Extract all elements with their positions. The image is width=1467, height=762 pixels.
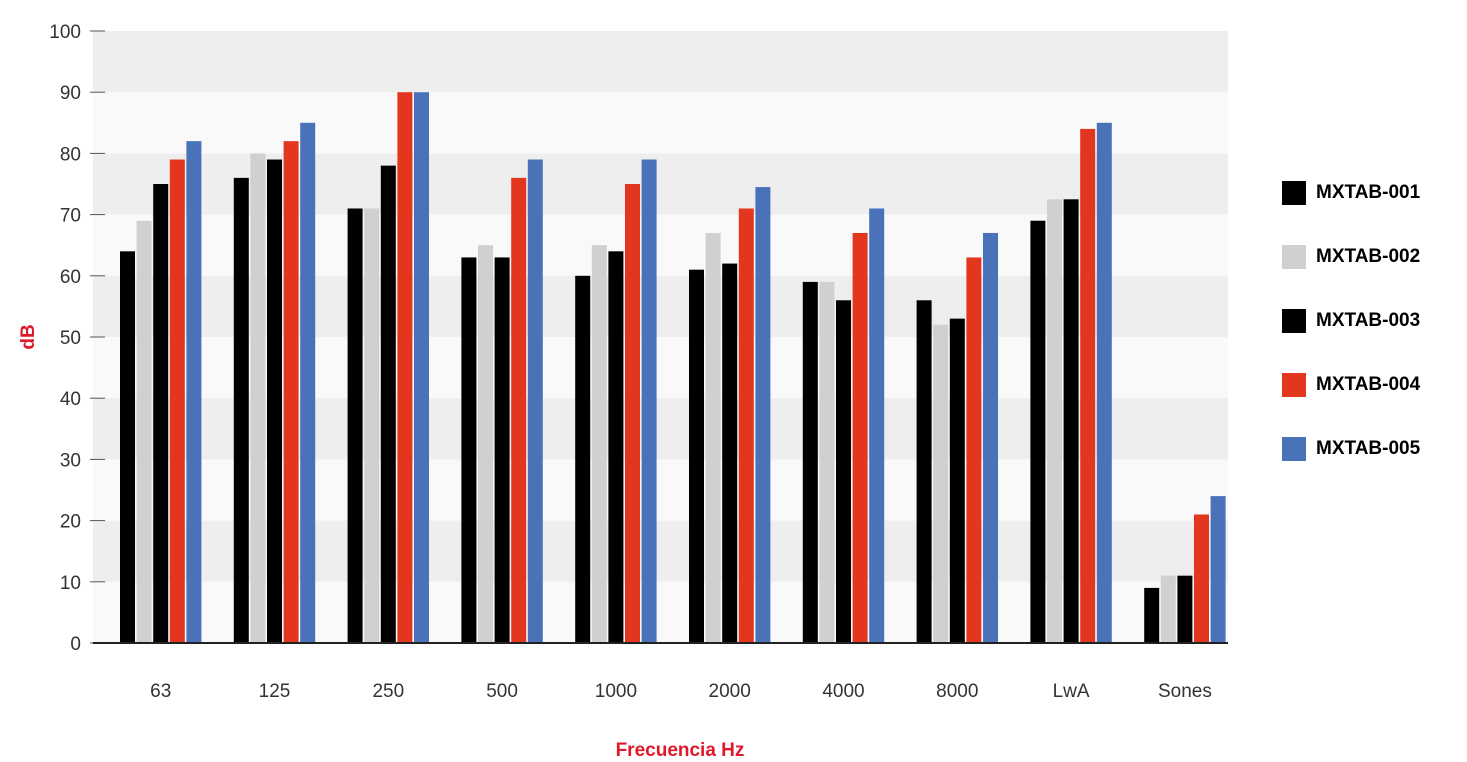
bar-mxtab-005-63 xyxy=(186,141,202,643)
x-tick-label: 1000 xyxy=(595,681,637,702)
x-tick-label: LwA xyxy=(1053,681,1090,702)
bar-mxtab-005-1000 xyxy=(641,159,657,643)
legend-swatch xyxy=(1282,309,1306,333)
bar-mxtab-002-sones xyxy=(1160,575,1176,643)
x-tick-label: 63 xyxy=(150,681,171,702)
bar-mxtab-002-2000 xyxy=(705,232,721,643)
bar-mxtab-002-250 xyxy=(364,208,380,644)
bar-mxtab-001-1000 xyxy=(575,275,591,643)
legend-swatch xyxy=(1282,181,1306,205)
bar-mxtab-003-63 xyxy=(153,184,169,643)
bar-mxtab-001-4000 xyxy=(802,281,818,643)
grid-band xyxy=(93,92,1228,154)
x-axis-ticks: 63 125 250 500 1000 2000 4000 8000 LwA Sones xyxy=(150,681,1212,702)
x-tick-label: 4000 xyxy=(822,681,864,702)
bar-mxtab-001-63 xyxy=(120,251,135,643)
legend-item: MXTAB-004 xyxy=(1282,368,1462,402)
y-tick-label: 20 xyxy=(60,512,81,533)
legend-item: MXTAB-002 xyxy=(1282,240,1462,274)
bar-mxtab-004-500 xyxy=(511,177,527,643)
bar-mxtab-002-8000 xyxy=(933,324,949,643)
bar-mxtab-003-lwa xyxy=(1063,199,1079,644)
grid-band xyxy=(93,153,1228,215)
y-axis-ticks: 0 10 20 30 40 50 60 70 80 90 100 xyxy=(49,22,105,655)
bar-mxtab-004-sones xyxy=(1194,514,1209,643)
bar-mxtab-001-2000 xyxy=(689,269,704,643)
y-tick-label: 90 xyxy=(60,83,81,104)
bar-mxtab-004-125 xyxy=(283,141,299,643)
bar-mxtab-001-125 xyxy=(233,177,249,643)
bar-mxtab-003-250 xyxy=(380,165,396,643)
bar-mxtab-004-4000 xyxy=(852,232,868,643)
bar-chart: 0 10 20 30 40 50 60 70 80 90 100 63 125 250 500 1000 20… xyxy=(18,22,1228,761)
legend-item: MXTAB-003 xyxy=(1282,304,1462,338)
legend-label: MXTAB-005 xyxy=(1316,438,1421,459)
legend-label: MXTAB-001 xyxy=(1316,182,1421,203)
bar-mxtab-005-sones xyxy=(1210,496,1226,643)
x-tick-label: 500 xyxy=(486,681,518,702)
y-tick-label: 30 xyxy=(60,450,81,471)
legend-swatch xyxy=(1282,437,1306,461)
bar-mxtab-004-lwa xyxy=(1080,128,1096,644)
bar-mxtab-002-4000 xyxy=(819,281,835,643)
bar-mxtab-001-250 xyxy=(347,208,363,644)
bar-mxtab-003-8000 xyxy=(949,318,965,643)
bar-mxtab-002-63 xyxy=(136,220,152,643)
legend-label: MXTAB-003 xyxy=(1316,310,1421,331)
legend-swatch xyxy=(1282,245,1306,269)
bar-mxtab-004-250 xyxy=(397,92,413,643)
x-tick-label: 8000 xyxy=(936,681,978,702)
bar-mxtab-001-500 xyxy=(461,257,477,643)
x-tick-label: Sones xyxy=(1158,681,1212,702)
bar-mxtab-001-8000 xyxy=(916,300,932,643)
y-axis-title: dB xyxy=(18,324,39,349)
y-tick-label: 60 xyxy=(60,267,81,288)
bar-mxtab-003-125 xyxy=(267,159,282,643)
bar-mxtab-001-sones xyxy=(1144,587,1160,643)
legend-label: MXTAB-002 xyxy=(1316,246,1421,267)
y-tick-label: 70 xyxy=(60,206,81,227)
bar-mxtab-005-4000 xyxy=(869,208,885,644)
x-tick-label: 250 xyxy=(372,681,404,702)
bar-mxtab-005-lwa xyxy=(1096,122,1112,644)
bar-mxtab-005-2000 xyxy=(755,187,771,643)
grid-band xyxy=(93,31,1228,93)
bar-mxtab-003-500 xyxy=(494,257,510,643)
x-tick-label: 125 xyxy=(259,681,291,702)
y-tick-label: 50 xyxy=(60,328,81,349)
bar-mxtab-005-8000 xyxy=(983,232,998,643)
bar-mxtab-004-1000 xyxy=(625,184,640,643)
bar-mxtab-005-250 xyxy=(414,92,429,643)
bar-mxtab-003-sones xyxy=(1177,575,1193,643)
y-tick-label: 10 xyxy=(60,573,81,594)
legend-item: MXTAB-001 xyxy=(1282,176,1462,210)
bar-mxtab-002-lwa xyxy=(1047,199,1062,644)
y-tick-label: 0 xyxy=(70,634,81,655)
legend-label: MXTAB-004 xyxy=(1316,374,1421,395)
bar-mxtab-003-2000 xyxy=(722,263,738,643)
bar-mxtab-003-4000 xyxy=(836,300,851,643)
bar-mxtab-004-8000 xyxy=(966,257,982,643)
bar-mxtab-005-125 xyxy=(300,122,316,644)
bar-mxtab-002-1000 xyxy=(591,245,607,643)
x-tick-label: 2000 xyxy=(709,681,751,702)
legend: MXTAB-001 MXTAB-002 MXTAB-003 MXTAB-004 MXTA… xyxy=(1282,176,1462,496)
legend-item: MXTAB-005 xyxy=(1282,432,1462,466)
bar-mxtab-004-63 xyxy=(169,159,185,643)
bar-mxtab-002-125 xyxy=(250,153,266,643)
y-tick-label: 100 xyxy=(49,22,81,43)
y-tick-label: 40 xyxy=(60,389,81,410)
bar-mxtab-003-1000 xyxy=(608,251,624,643)
legend-swatch xyxy=(1282,373,1306,397)
bars xyxy=(120,92,1226,644)
bar-mxtab-005-500 xyxy=(527,159,543,643)
x-axis-title: Frecuencia Hz xyxy=(616,740,745,761)
bar-mxtab-001-lwa xyxy=(1030,220,1046,643)
bar-mxtab-004-2000 xyxy=(738,208,754,644)
y-tick-label: 80 xyxy=(60,144,81,165)
bar-mxtab-002-500 xyxy=(478,245,493,643)
